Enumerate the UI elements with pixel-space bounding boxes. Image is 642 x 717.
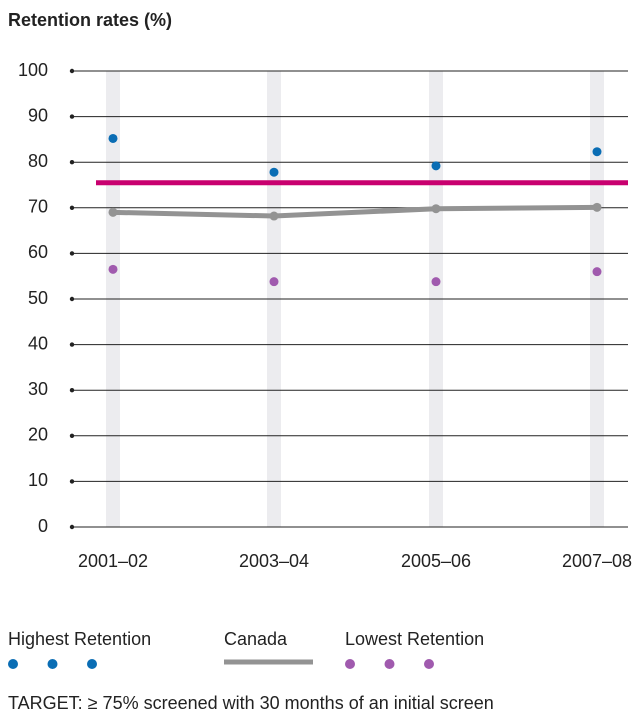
x-tick-label: 2005–06 (401, 551, 471, 571)
y-tick-label: 60 (28, 242, 48, 262)
dot (108, 133, 118, 143)
legend-label: Canada (224, 629, 288, 649)
legend-swatch (345, 659, 355, 669)
y-tick-label: 0 (38, 516, 48, 536)
y-tick-label: 20 (28, 425, 48, 445)
note: TARGET: ≥ 75% screened with 30 months of… (8, 693, 494, 713)
y-tick-label: 90 (28, 105, 48, 125)
legend-swatch (424, 659, 434, 669)
tick-dot (69, 342, 75, 347)
legend-label: Highest Retention (8, 629, 151, 649)
tick-dot (69, 479, 75, 484)
legend-swatch (8, 659, 18, 669)
tick-dot (69, 388, 75, 393)
chart-title: Retention rates (%) (8, 10, 172, 30)
dot (108, 264, 118, 274)
dot (592, 267, 602, 277)
y-tick-label: 30 (28, 379, 48, 399)
legend-swatch (47, 659, 58, 669)
tick-dot (69, 160, 75, 165)
dot (431, 277, 441, 287)
y-tick-label: 10 (28, 470, 48, 490)
tick-dot (69, 296, 75, 302)
tick-dot (69, 68, 75, 74)
tick-dot (69, 524, 75, 530)
dot (431, 161, 441, 171)
series-point (269, 211, 279, 221)
dot (592, 147, 602, 157)
x-tick-label: 2001–02 (78, 551, 148, 571)
dot (269, 167, 279, 177)
dot (269, 277, 279, 287)
legend-swatch (384, 659, 395, 669)
tick-dot (69, 251, 75, 256)
series-point (431, 204, 441, 214)
x-tick-label: 2007–08 (562, 551, 632, 571)
tick-dot (69, 205, 75, 210)
tick-dot (69, 433, 75, 438)
tick-dot (69, 114, 75, 119)
y-tick-label: 100 (18, 60, 48, 80)
x-tick-label: 2003–04 (239, 551, 309, 571)
series-line (112, 204, 598, 219)
y-tick-label: 80 (28, 151, 48, 171)
y-tick-label: 70 (28, 197, 48, 217)
legend-label: Lowest Retention (345, 629, 484, 649)
y-tick-label: 40 (28, 333, 48, 353)
series-point (592, 202, 602, 212)
y-tick-label: 50 (28, 288, 48, 308)
series-point (108, 207, 118, 217)
legend-swatch (87, 659, 97, 669)
